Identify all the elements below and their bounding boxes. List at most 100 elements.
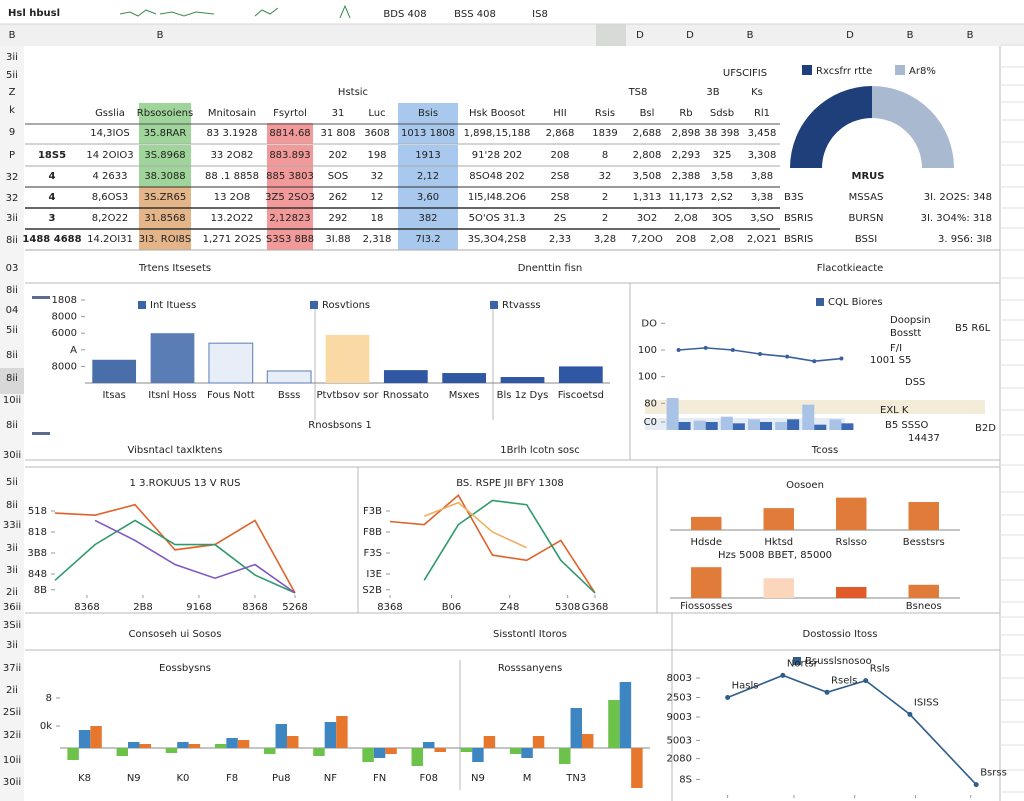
- gauge-segment: [790, 86, 872, 168]
- x-tick-label: Hdsde: [690, 537, 722, 548]
- bar: [226, 738, 238, 748]
- cell: 2,33: [549, 234, 571, 245]
- cell: 31 808: [321, 128, 356, 139]
- cell: 8SO48 202: [469, 171, 525, 182]
- cell: 18: [371, 213, 384, 224]
- cell: 202: [328, 150, 347, 161]
- bar: [763, 508, 794, 530]
- x-tick-label: N9: [127, 773, 141, 784]
- cell: 11,173: [669, 192, 704, 203]
- bar: [150, 333, 195, 383]
- row-number: 9: [9, 127, 15, 138]
- x-tick-label: Bsneos: [906, 601, 942, 612]
- x-tick-label: Itsas: [102, 390, 125, 401]
- x-tick-label: Msxes: [449, 390, 480, 401]
- cell: 3S,3O4,2S8: [468, 234, 527, 245]
- section-title: Consoseh ui Sosos: [129, 629, 222, 640]
- cell: 3,58: [711, 171, 733, 182]
- group-header: TS8: [628, 87, 648, 98]
- row-number: 10ii: [3, 395, 21, 406]
- y-tick-label: 3B8: [27, 548, 47, 559]
- cell: 2: [602, 213, 608, 224]
- cell: 2,688: [633, 128, 662, 139]
- point: [725, 695, 731, 700]
- row-number: 5ii: [6, 70, 18, 81]
- cell-fill: [398, 208, 458, 229]
- column-header: D: [636, 30, 644, 41]
- cell-fill: [398, 123, 458, 144]
- bar: [472, 748, 484, 762]
- y-tick-label: 9003: [667, 712, 692, 723]
- cell: 1913: [415, 150, 440, 161]
- cell: S3S3 8B8: [266, 234, 314, 245]
- row-label: 4: [49, 192, 56, 203]
- cell: 32: [599, 171, 612, 182]
- row-number: 8ii: [6, 285, 18, 296]
- bar: [705, 422, 718, 430]
- bar: [521, 748, 533, 758]
- row-number: 8ii: [6, 235, 18, 246]
- cell: 382: [418, 213, 437, 224]
- bar: [434, 748, 446, 752]
- chart-note: B5 R6L: [955, 323, 991, 334]
- point: [780, 672, 786, 678]
- x-tick-label: Bsss: [278, 390, 301, 401]
- cell: 2,318: [363, 234, 392, 245]
- point: [785, 354, 790, 359]
- row-number: B: [9, 30, 16, 41]
- cell-fill: [139, 123, 191, 144]
- cell: 4 2633: [93, 171, 128, 182]
- y-tick-label: 8S: [679, 774, 692, 785]
- bar: [760, 422, 772, 430]
- x-tick-label: F08: [420, 773, 438, 784]
- chart-note: F/I: [890, 343, 902, 354]
- column-title: Luc: [368, 108, 385, 119]
- row-number: 36ii: [3, 602, 21, 613]
- legend-label: Ar8%: [909, 66, 936, 77]
- column-title: Bsl: [640, 108, 655, 119]
- y-tick-label: 100: [638, 372, 657, 383]
- cell: 3608: [364, 128, 389, 139]
- cell-fill: [267, 123, 313, 144]
- chart-title: BS. RSPE JII BFY 1308: [456, 478, 564, 489]
- line-series: [423, 501, 528, 549]
- cell: 3,308: [748, 150, 777, 161]
- chart-note: Bosstt: [890, 328, 921, 339]
- toolbar-item: BSS 408: [454, 9, 496, 20]
- side-cell: 3I. 3O4%: 318: [921, 213, 992, 224]
- row-number: k: [9, 105, 15, 116]
- bar: [165, 748, 178, 753]
- section-title: Trtens Itsesets: [138, 263, 211, 274]
- cell: 8,6OS3: [92, 192, 128, 203]
- cell: 3Z5 2SO3: [265, 192, 315, 203]
- group-header: 3B: [706, 87, 719, 98]
- bar: [678, 422, 691, 430]
- column-header: B: [967, 30, 974, 41]
- legend-swatch: [490, 301, 498, 309]
- cell-fill: [267, 229, 313, 250]
- x-tick-label: 8368: [377, 602, 402, 613]
- cell-fill: [267, 187, 313, 208]
- chart-subtitle: Rosssanyens: [498, 663, 562, 674]
- x-tick-label: 8368: [74, 602, 99, 613]
- bar: [67, 748, 79, 760]
- bar: [286, 736, 299, 748]
- chart-note: 14437: [908, 433, 940, 444]
- column-header: D: [686, 30, 694, 41]
- column-title: Mnitosain: [208, 108, 256, 119]
- cell-fill: [398, 187, 458, 208]
- section-title: Sisstontl Itoros: [493, 629, 567, 640]
- selected-column: [596, 24, 626, 46]
- y-tick-label: C0: [644, 417, 657, 428]
- cell: 12: [371, 192, 384, 203]
- cell: 198: [367, 150, 386, 161]
- cell: 262: [328, 192, 347, 203]
- cell: 1,898,15,188: [464, 128, 531, 139]
- bar: [275, 724, 287, 748]
- bar: [214, 744, 227, 748]
- point-label: Rsls: [870, 664, 890, 675]
- row-number: 33ii: [3, 520, 21, 531]
- bar: [266, 370, 312, 384]
- x-tick-label: M: [523, 773, 532, 784]
